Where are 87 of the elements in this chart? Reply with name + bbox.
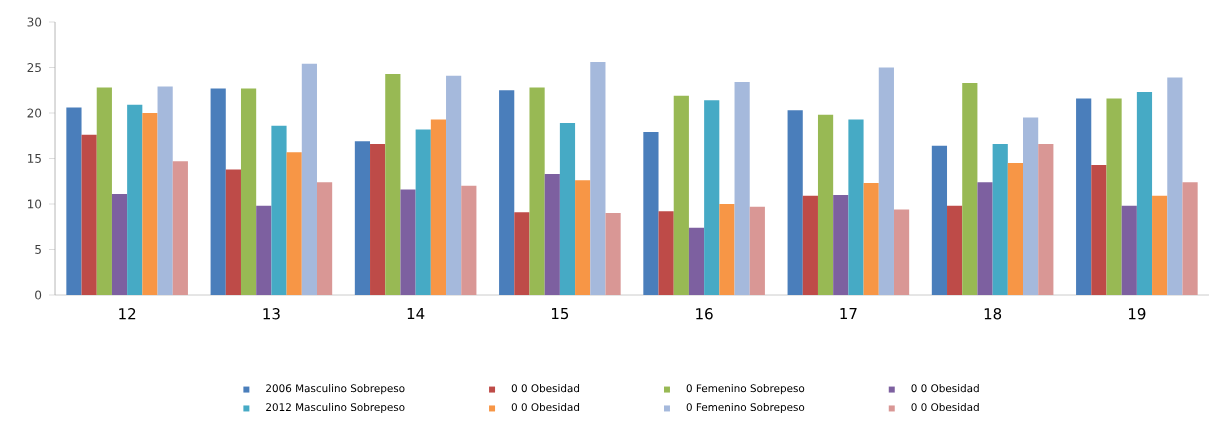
bar [514,212,530,295]
bar [210,88,226,295]
y-tick-label: 25 [27,62,41,73]
bar [111,193,128,295]
legend-label: 0 0 Obesidad [511,403,580,412]
y-tick-label: 10 [28,199,42,209]
y-tick-label: 15 [28,154,41,163]
bar [688,227,705,295]
bar [96,87,112,295]
bar [833,194,849,295]
bar [1106,98,1122,295]
bar [734,82,750,295]
bar [172,161,188,295]
bar [590,62,606,295]
y-tick-label: 20 [27,108,42,118]
bar [719,204,735,295]
bar [643,132,659,295]
bar [1091,164,1107,295]
legend-label: 0 0 Obesidad [911,384,979,393]
bar [430,119,447,295]
x-tick-label: 14 [407,308,425,319]
bar [1076,98,1092,295]
bar [575,180,591,295]
bar [385,73,401,295]
bar [400,189,416,295]
bar [446,75,462,295]
bar [704,100,720,295]
legend-label: 0 Femenino Sobrepeso [686,403,805,414]
bar [787,110,803,295]
x-tick-label: 13 [263,308,280,320]
bar [848,119,864,295]
x-tick-label: 16 [696,308,713,320]
x-tick-label: 18 [984,308,1002,320]
y-tick-label: 5 [35,245,41,254]
bar [529,87,545,295]
x-tick-label: 19 [1128,308,1146,320]
bar [1007,163,1024,295]
bar [802,195,818,295]
bar [81,134,97,295]
legend-label: 0 Femenino Sobrepeso [686,384,805,395]
bar [316,182,333,295]
bar [931,145,948,295]
bar [1121,205,1137,295]
bar [947,205,963,295]
bar [673,95,689,295]
bar [66,107,82,295]
bar [1023,117,1039,295]
legend-label: 0 0 Obesidad [511,384,580,393]
x-tick-label: 15 [552,308,569,320]
bar [863,183,879,295]
bar [817,114,834,295]
legend-label: 2006 Masculino Sobrepeso [266,384,405,395]
bar [977,182,993,295]
bar [992,143,1008,295]
bar [1167,77,1183,295]
x-tick-label: 17 [840,308,857,319]
bar [271,125,287,295]
bar [499,90,515,295]
bar [658,211,674,295]
legend-label: 2012 Masculino Sobrepeso [266,403,405,414]
bar [256,205,272,295]
bar [544,173,560,295]
bar [559,123,576,295]
bar [893,209,910,295]
bar [749,206,765,295]
bar [286,152,302,295]
x-tick-label: 12 [119,308,136,320]
legend-label: 0 0 Obesidad [911,403,979,412]
bar [157,86,173,295]
bar [127,104,143,295]
bar [370,143,386,295]
bar [1038,143,1054,295]
y-tick-label: 30 [27,17,42,27]
bar [1152,195,1168,295]
bar [301,63,317,295]
bar [415,129,431,295]
bar [461,185,477,295]
bar [1136,92,1153,295]
bar [142,113,158,295]
bar [1182,182,1198,295]
bar [605,213,621,295]
bar [962,82,978,295]
bar [878,67,894,295]
bar [354,141,371,295]
y-tick-label: 0 [35,290,42,300]
bar [225,169,241,295]
bar [240,88,257,295]
